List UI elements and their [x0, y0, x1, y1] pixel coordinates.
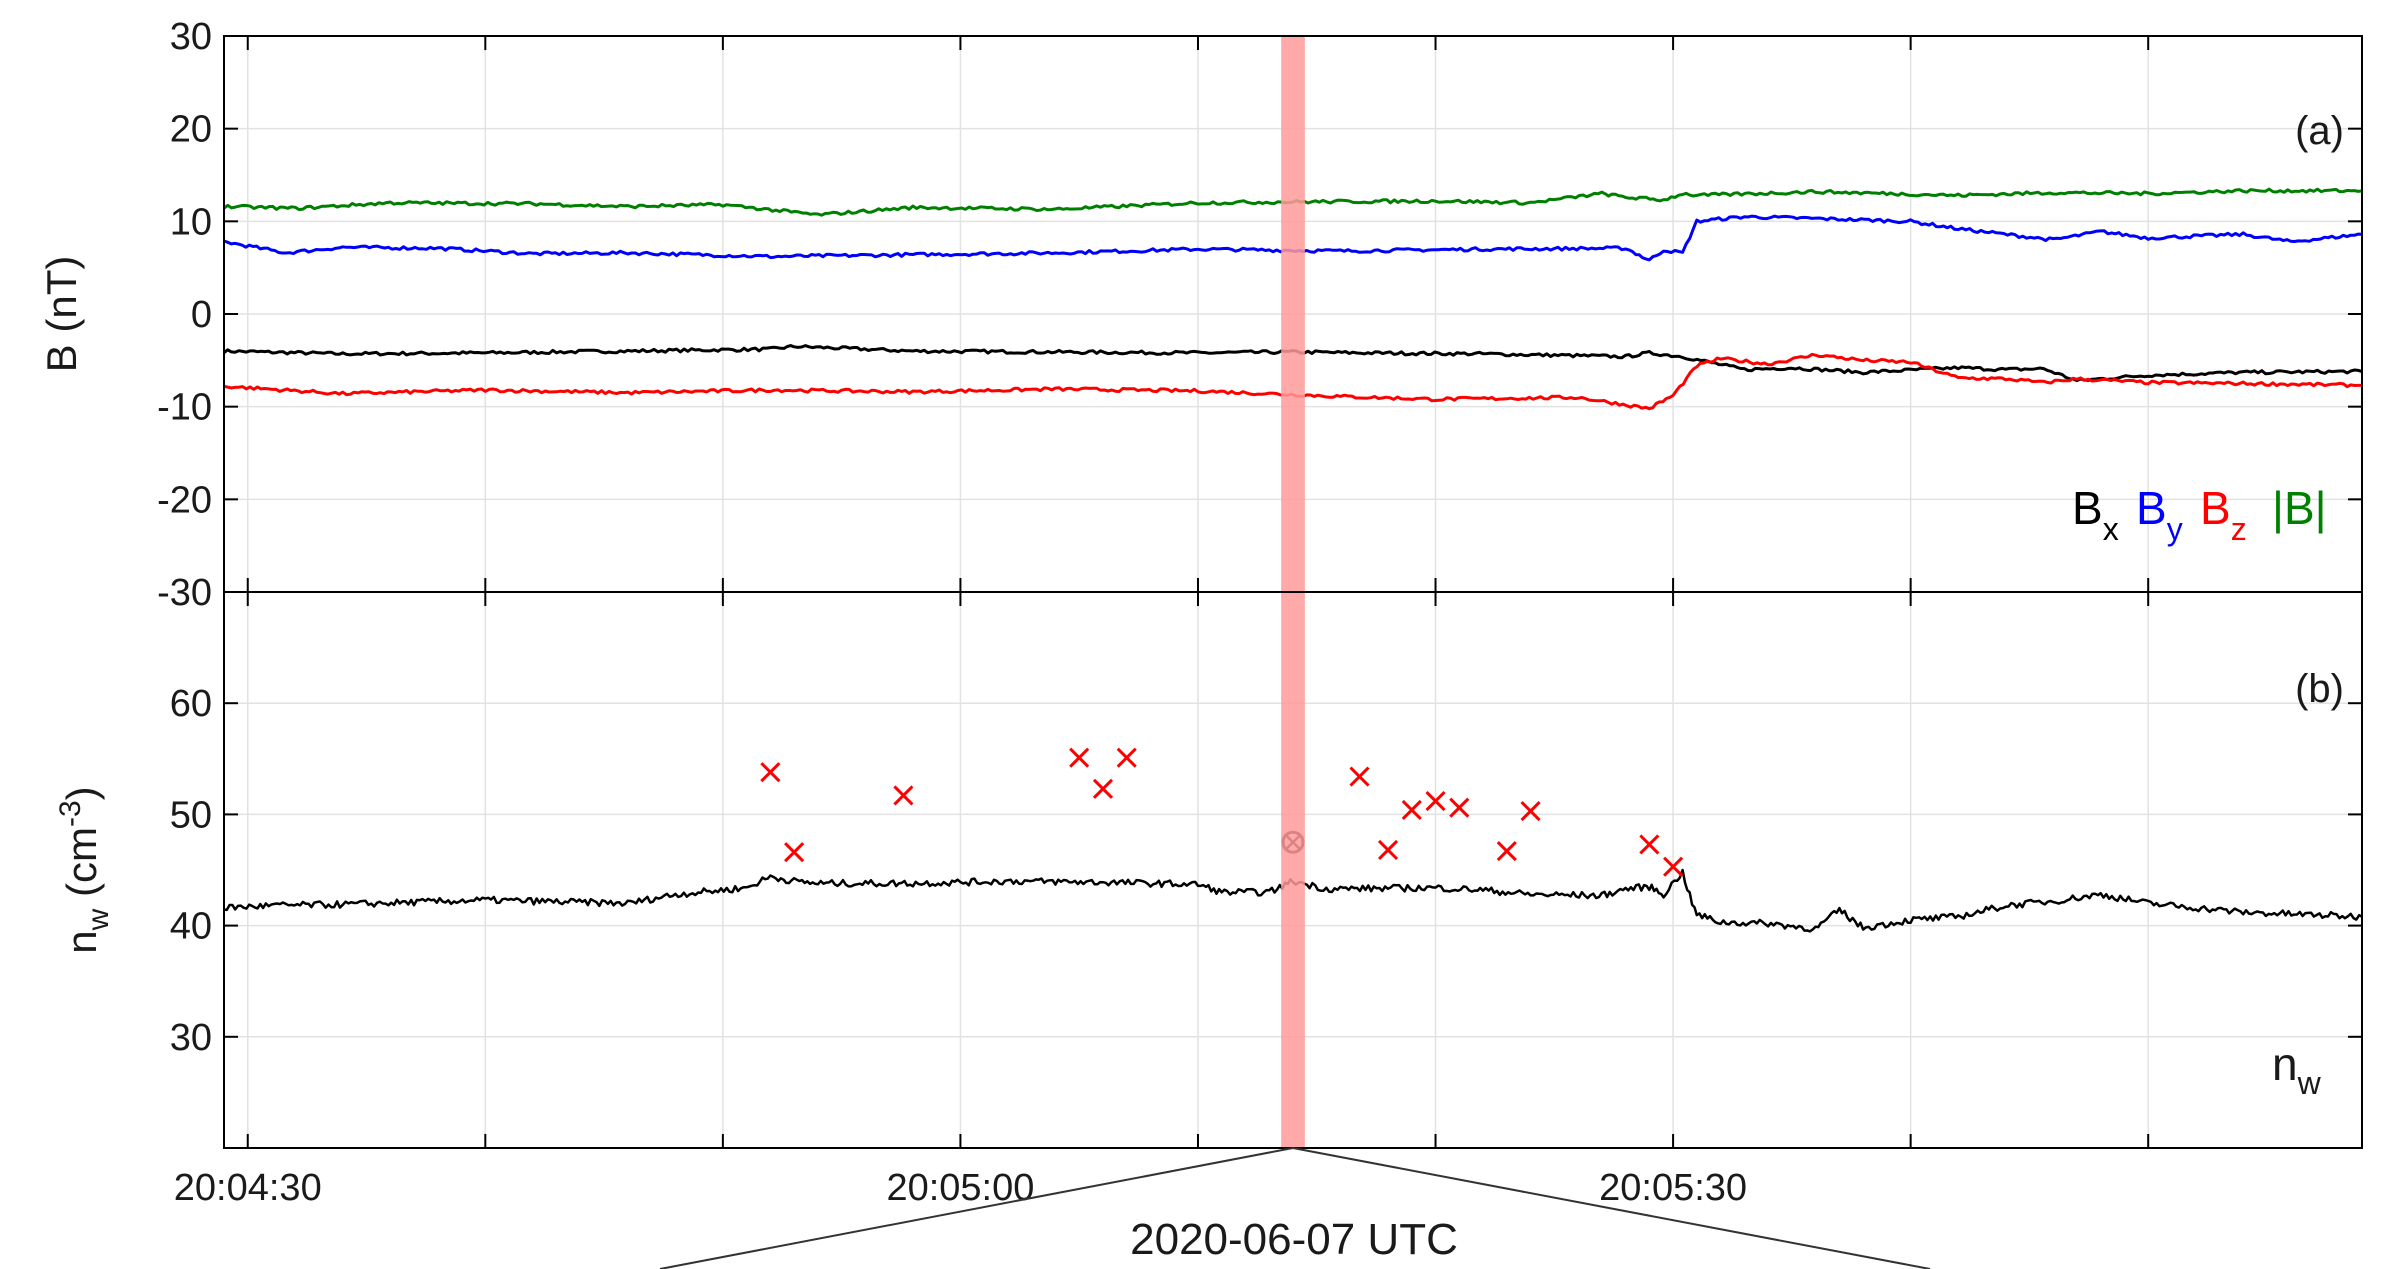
x-axis-label: 2020-06-07 UTC — [1130, 1215, 1458, 1264]
x-tick-label: 20:05:00 — [886, 1167, 1034, 1209]
x-marker-stroke — [1069, 747, 1090, 768]
x-marker — [784, 842, 805, 863]
panel-a-label: (a) — [2295, 109, 2344, 153]
y-tick-label: 50 — [170, 794, 212, 836]
x-marker — [760, 762, 781, 783]
zoom-lines — [659, 1147, 1931, 1269]
panel-b-legend: nw — [2272, 1038, 2322, 1101]
x-marker — [893, 785, 914, 806]
legend-entry-bmag: |B| — [2272, 482, 2327, 534]
x-marker — [1496, 841, 1517, 862]
y-tick-label: 30 — [170, 1017, 212, 1059]
y-tick-label: -30 — [157, 572, 212, 614]
x-axis: 20:04:30 20:05:00 20:05:30 — [174, 36, 2150, 1209]
x-marker — [1116, 747, 1137, 768]
panel-a-y-ticks: 30 20 10 0 -10 -20 -30 — [157, 16, 2362, 614]
x-tick-label: 20:05:30 — [1599, 1167, 1747, 1209]
panel-b-label: (b) — [2295, 667, 2344, 711]
x-marker — [1401, 799, 1422, 821]
y-tick-label: -10 — [157, 387, 212, 429]
x-marker — [1377, 839, 1399, 861]
legend-entry-bx: Bx — [2072, 482, 2119, 547]
panel-a-legend: Bx By Bz |B| — [2072, 482, 2327, 547]
x-marker-stroke — [1401, 799, 1422, 821]
zoom-line-left — [659, 1147, 1294, 1269]
legend-entry-bz: Bz — [2200, 482, 2247, 547]
y-tick-label: 60 — [170, 683, 212, 725]
x-marker-stroke — [1349, 766, 1370, 787]
x-marker-stroke — [893, 785, 914, 806]
y-tick-label: 0 — [191, 294, 212, 336]
x-marker-stroke — [1116, 747, 1137, 768]
x-marker — [1520, 801, 1541, 822]
panel-a: 30 20 10 0 -10 -20 -30 (a) B (nT) Bx By Bz |B| — [38, 16, 2362, 614]
y-tick-label: -20 — [157, 479, 212, 521]
x-marker-stroke — [1425, 790, 1446, 812]
x-marker-stroke — [1092, 778, 1114, 799]
panel-b-y-ticks: 60 50 40 30 — [170, 683, 2362, 1059]
x-tick-label: 20:04:30 — [174, 1167, 322, 1209]
y-tick-label: 30 — [170, 16, 212, 58]
x-marker-stroke — [1377, 839, 1399, 861]
x-marker — [1639, 834, 1660, 855]
panel-b: 60 50 40 30 (b) nw (cm-3) nw — [54, 592, 2362, 1148]
panel-b-y-axis-label: nw (cm-3) — [54, 786, 115, 953]
x-marker-stroke — [1449, 797, 1470, 818]
x-marker-stroke — [1520, 801, 1541, 822]
x-marker — [1449, 797, 1470, 818]
x-marker-stroke — [1496, 841, 1517, 862]
y-tick-label: 40 — [170, 906, 212, 948]
x-marker — [1069, 747, 1090, 768]
panel-a-y-axis-label: B (nT) — [38, 256, 85, 373]
x-marker-stroke — [760, 762, 781, 783]
x-marker-stroke — [1639, 834, 1660, 855]
y-tick-label: 10 — [170, 201, 212, 243]
x-marker — [1349, 766, 1370, 787]
x-marker-stroke — [1663, 856, 1684, 877]
x-marker — [1425, 790, 1446, 812]
x-marker — [1092, 778, 1114, 799]
x-marker-stroke — [784, 842, 805, 863]
y-tick-label: 20 — [170, 109, 212, 151]
zoom-line-right — [1292, 1147, 1931, 1269]
legend-entry-by: By — [2136, 482, 2183, 547]
x-marker — [1663, 856, 1684, 877]
